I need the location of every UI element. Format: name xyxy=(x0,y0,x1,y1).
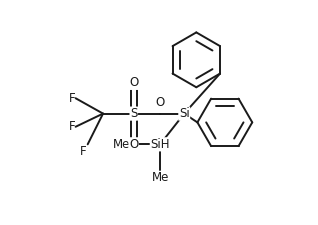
Text: Si: Si xyxy=(179,107,190,120)
Text: O: O xyxy=(129,138,138,151)
Text: Me: Me xyxy=(113,138,130,151)
Text: SiH: SiH xyxy=(150,138,170,151)
Text: Me: Me xyxy=(151,171,169,184)
Text: O: O xyxy=(156,96,165,109)
Text: S: S xyxy=(130,107,137,120)
Text: O: O xyxy=(129,76,138,89)
Text: F: F xyxy=(80,145,86,158)
Text: F: F xyxy=(69,92,76,105)
Text: F: F xyxy=(69,120,76,133)
